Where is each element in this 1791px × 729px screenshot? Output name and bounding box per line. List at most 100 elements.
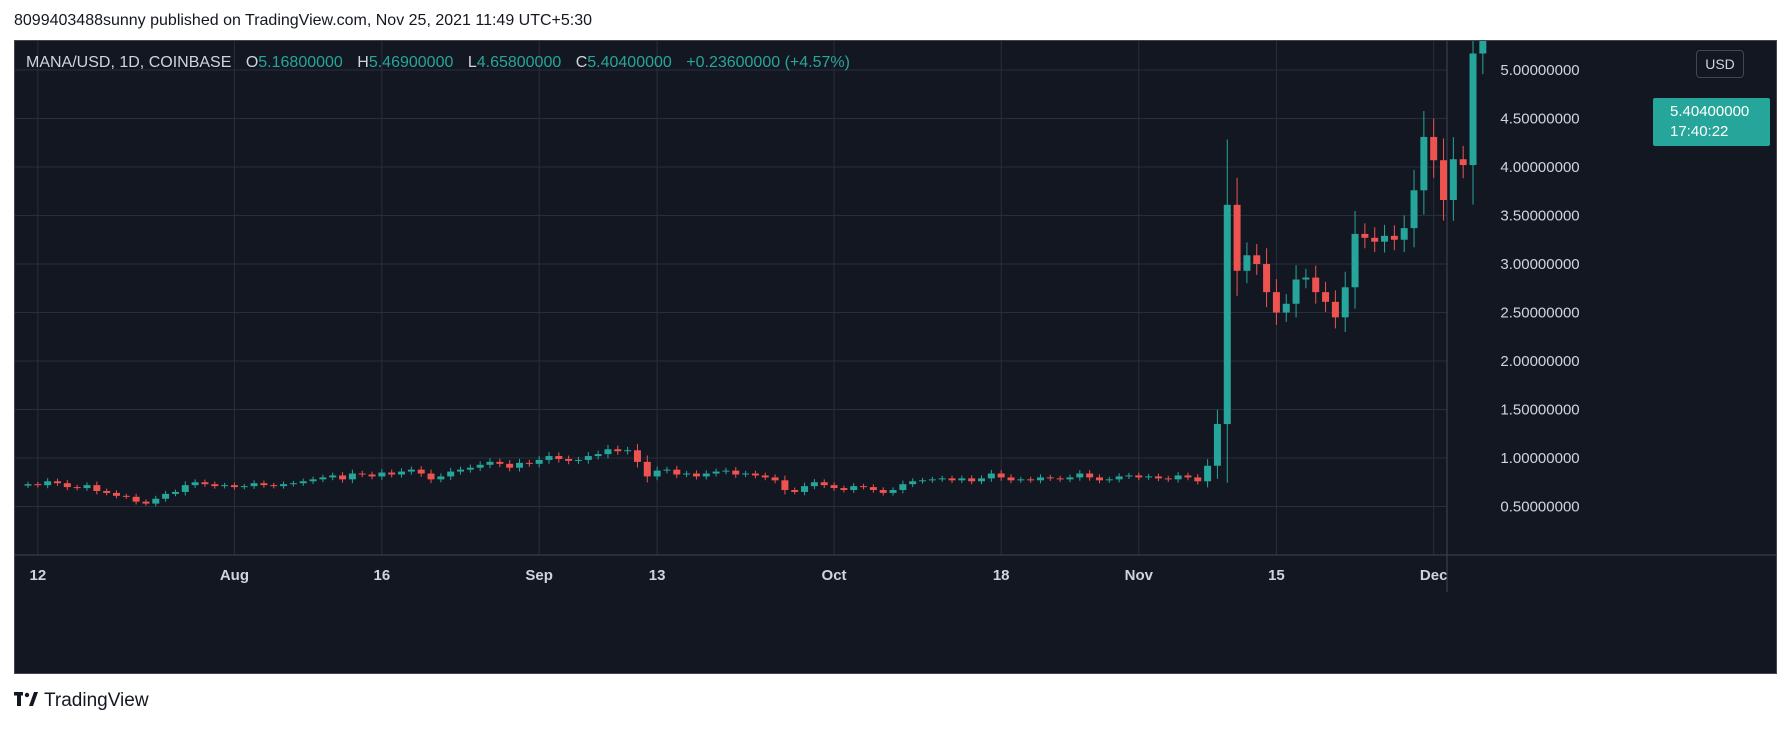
legend-symbol: MANA/USD, 1D, COINBASE <box>26 54 232 71</box>
price-tick-label: 4.00000000 <box>1500 159 1579 176</box>
candle-body <box>1243 255 1251 271</box>
candle-body <box>1164 478 1172 480</box>
candle-body <box>1371 237 1379 242</box>
candle-body <box>673 469 681 475</box>
candle-body <box>1095 477 1103 481</box>
last-price-value: 5.40400000 <box>1670 103 1750 120</box>
candle-body <box>702 473 710 477</box>
price-tick-label: 3.50000000 <box>1500 208 1579 225</box>
candle-body <box>63 483 71 488</box>
candle-body <box>24 484 32 486</box>
candle-body <box>152 498 160 504</box>
candle-body <box>663 469 671 471</box>
candle-body <box>1331 301 1339 318</box>
candle-body <box>329 475 337 478</box>
candle-body <box>820 482 828 486</box>
candle-body <box>1145 476 1153 478</box>
candle-body <box>1056 478 1064 480</box>
candle-body <box>34 484 42 486</box>
candle-body <box>447 471 455 477</box>
candle-body <box>417 469 425 474</box>
candle-body <box>211 484 219 487</box>
candle-body <box>761 475 769 478</box>
candle-body <box>1400 228 1408 240</box>
date-tick-label: 12 <box>29 567 46 584</box>
candlestick-chart[interactable]: 0.50000000 1.00000000 1.50000000 2.00000000… <box>15 41 1776 673</box>
date-tick-label: Nov <box>1125 567 1154 584</box>
candle-body <box>909 481 917 485</box>
candle-body <box>466 467 474 470</box>
candle-body <box>1036 477 1044 481</box>
candle-body <box>604 449 612 455</box>
candle-body <box>388 472 396 475</box>
candle-body <box>506 463 514 468</box>
candle-body <box>1086 473 1094 478</box>
candle-body <box>181 485 189 492</box>
candle-body <box>1135 475 1143 478</box>
candle-body <box>142 501 150 504</box>
candle-body <box>860 486 868 488</box>
candle-body <box>584 456 592 460</box>
candle-body <box>1420 136 1428 191</box>
candle-body <box>309 479 317 482</box>
date-tick-label: 18 <box>993 567 1010 584</box>
legend-low-value: 4.65800000 <box>476 54 562 71</box>
candle-body <box>270 485 278 487</box>
candle-body <box>93 485 101 491</box>
tradingview-logo-icon <box>14 690 38 712</box>
candle-body <box>614 449 622 452</box>
candle-body <box>801 486 809 492</box>
candle-body <box>751 473 759 476</box>
candle-body <box>230 485 238 488</box>
candle-body <box>112 492 120 496</box>
candle-body <box>1361 233 1369 238</box>
candle-body <box>191 482 199 486</box>
currency-button[interactable]: USD <box>1696 50 1744 78</box>
candle-body <box>968 478 976 482</box>
candle-body <box>899 484 907 491</box>
date-tick-label: 16 <box>374 567 391 584</box>
candle-body <box>407 469 415 472</box>
candle-body <box>771 477 779 481</box>
chart-panel[interactable]: 0.50000000 1.00000000 1.50000000 2.00000000… <box>14 40 1777 674</box>
candle-body <box>1253 255 1261 264</box>
candle-body <box>1115 476 1123 480</box>
price-tick-label: 1.00000000 <box>1500 450 1579 467</box>
legend-low-label: L <box>467 54 477 71</box>
price-tick-label: 5.00000000 <box>1500 62 1579 79</box>
candle-body <box>427 473 435 480</box>
date-tick-label: 13 <box>649 567 666 584</box>
candle-body <box>1213 424 1221 466</box>
candle-body <box>496 461 504 464</box>
candle-body <box>545 456 553 460</box>
candle-body <box>810 482 818 487</box>
candle-body <box>201 482 209 485</box>
candle-body <box>850 486 858 491</box>
candle-body <box>1381 235 1389 242</box>
candle-body <box>869 487 877 491</box>
candle-body <box>692 473 700 477</box>
candle-body <box>1410 190 1418 229</box>
candle-body <box>948 478 956 481</box>
candle-body <box>260 483 268 486</box>
legend-close-label: C <box>575 54 588 71</box>
tradingview-logo[interactable]: TradingView <box>14 690 149 712</box>
candle-body <box>132 496 140 502</box>
candle-body <box>830 485 838 489</box>
candle-body <box>1194 477 1202 482</box>
candle-body <box>1322 292 1330 302</box>
candle-body <box>643 461 651 477</box>
candle-body <box>378 472 386 477</box>
price-tick-label: 4.50000000 <box>1500 111 1579 128</box>
candle-body <box>240 486 248 488</box>
date-tick-label: 15 <box>1268 567 1285 584</box>
legend-high-value: 5.46900000 <box>368 54 454 71</box>
price-tick-label: 3.00000000 <box>1500 256 1579 273</box>
candle-body <box>476 464 484 468</box>
candle-body <box>840 488 848 491</box>
candle-body <box>457 469 465 472</box>
candle-body <box>398 471 406 475</box>
candle-body <box>919 480 927 482</box>
candle-body <box>535 459 543 464</box>
candle-body <box>103 490 111 493</box>
